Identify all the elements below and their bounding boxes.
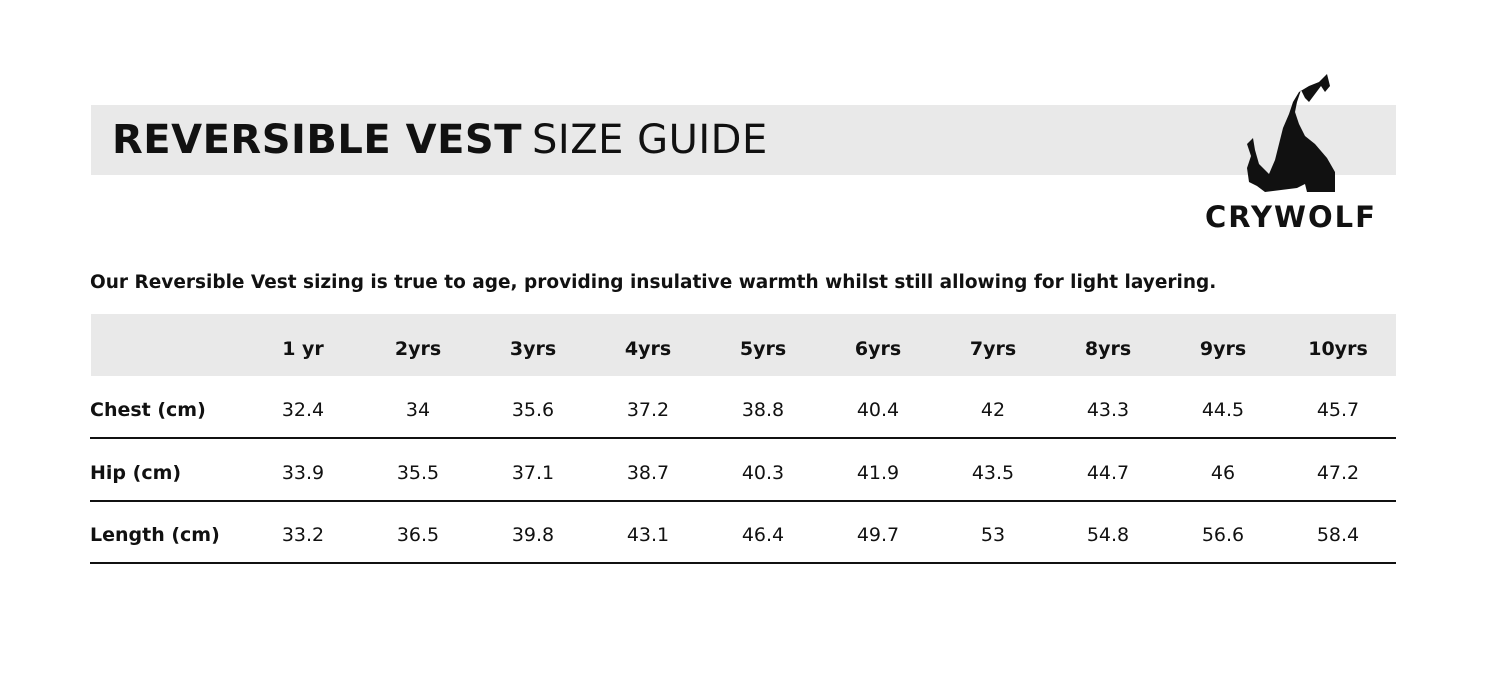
table-cell: 47.2 — [1316, 461, 1360, 484]
column-header: 3yrs — [509, 338, 557, 360]
table-cell: 37.1 — [511, 461, 555, 484]
table-cell: 40.3 — [741, 461, 785, 484]
title: REVERSIBLE VEST SIZE GUIDE — [112, 112, 768, 168]
table-cell: 36.5 — [396, 524, 440, 546]
wolf-logo — [1247, 74, 1335, 192]
table-cell: 53 — [980, 524, 1006, 546]
row-divider — [90, 437, 1396, 439]
column-header: 10yrs — [1308, 338, 1368, 360]
table-cell: 44.7 — [1086, 461, 1130, 484]
table-cell: 45.7 — [1316, 399, 1360, 421]
table-cell: 56.6 — [1201, 524, 1245, 546]
title-light: SIZE GUIDE — [532, 117, 768, 163]
row-label: Length (cm) — [90, 524, 220, 546]
column-header: 2yrs — [394, 338, 442, 360]
table-cell: 37.2 — [626, 399, 670, 421]
title-band — [91, 105, 1396, 175]
table-cell: 58.4 — [1316, 524, 1360, 546]
table-cell: 33.9 — [281, 461, 325, 484]
column-header: 9yrs — [1199, 338, 1247, 360]
column-header: 1 yr — [282, 338, 324, 360]
column-header: 7yrs — [969, 338, 1017, 360]
table-cell: 42 — [980, 399, 1006, 421]
row-divider — [90, 499, 1396, 502]
table-cell: 35.6 — [511, 399, 555, 421]
row-label: Chest (cm) — [90, 399, 206, 421]
intro-text: Our Reversible Vest sizing is true to ag… — [90, 272, 1217, 293]
table-cell: 38.8 — [741, 399, 785, 421]
table-cell: 35.5 — [396, 461, 440, 484]
table-cell: 49.7 — [856, 524, 900, 546]
row-label: Hip (cm) — [90, 461, 182, 484]
table-cell: 43.3 — [1086, 399, 1130, 421]
table-cell: 32.4 — [281, 399, 325, 421]
table-cell: 40.4 — [856, 399, 900, 421]
row-divider — [90, 562, 1396, 564]
table-cell: 38.7 — [626, 461, 670, 484]
table-cell: 39.8 — [511, 524, 555, 546]
table-cell: 44.5 — [1201, 399, 1245, 421]
table-cell: 43.5 — [971, 461, 1015, 484]
table-cell: 54.8 — [1086, 524, 1130, 546]
table-cell: 34 — [405, 399, 431, 421]
table-cell: 46 — [1210, 461, 1236, 484]
title-bold: REVERSIBLE VEST — [112, 117, 522, 163]
table-cell: 46.4 — [741, 524, 785, 546]
table-header-band — [91, 314, 1396, 376]
table-cell: 43.1 — [626, 524, 670, 546]
brand-name: CRYWOLF — [1205, 200, 1377, 234]
column-header: 8yrs — [1084, 338, 1132, 360]
table-cell: 41.9 — [856, 461, 900, 484]
column-header: 4yrs — [624, 338, 672, 360]
column-header: 5yrs — [739, 338, 787, 360]
column-header: 6yrs — [854, 338, 902, 360]
table-cell: 33.2 — [281, 524, 325, 546]
